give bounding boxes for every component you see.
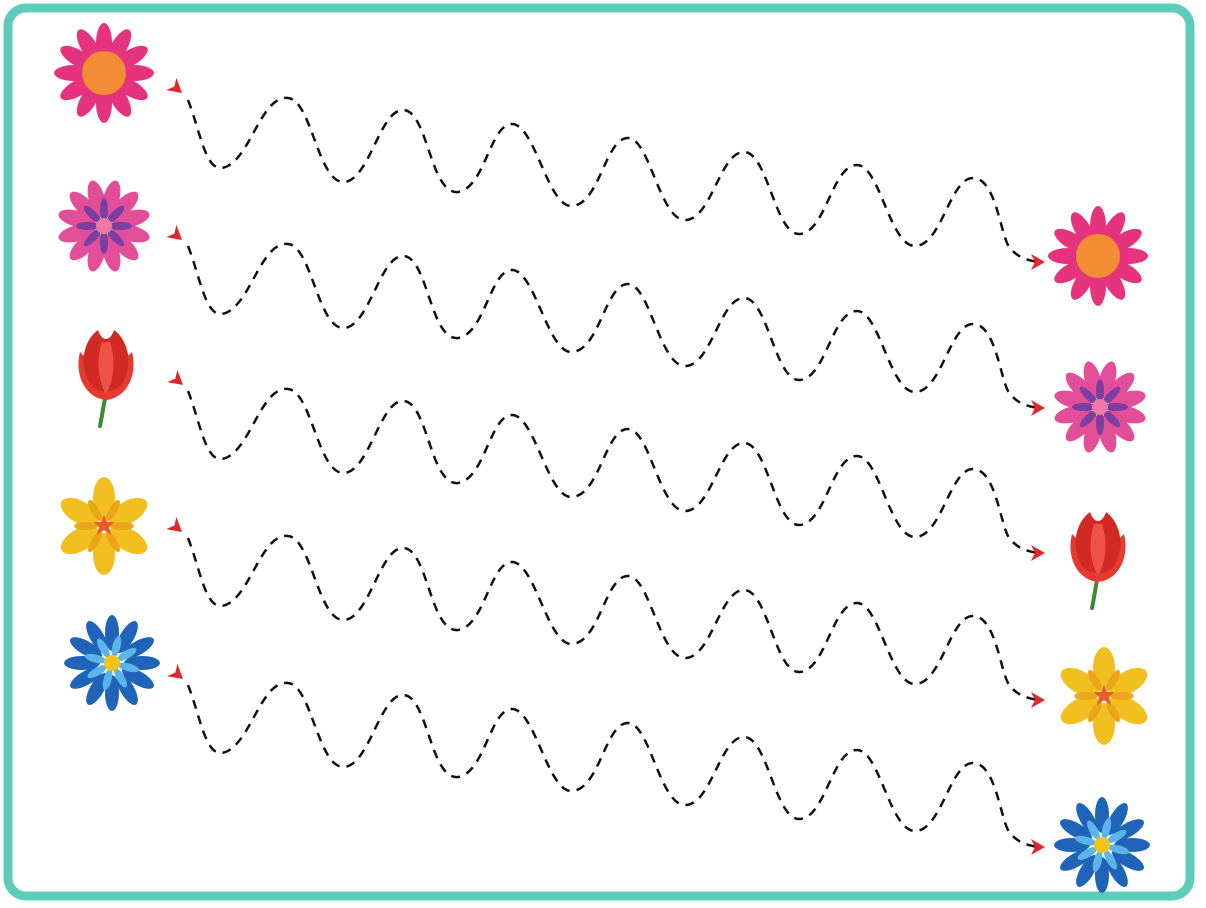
tracing-row-3	[76, 328, 1128, 610]
tracing-row-4	[56, 477, 1152, 745]
tracing-row-2	[56, 178, 1148, 455]
trace-path-5[interactable]	[186, 681, 1039, 849]
trace-path-1[interactable]	[186, 96, 1039, 264]
worksheet-frame	[3, 3, 1195, 901]
tracing-row-5	[64, 615, 1150, 893]
trace-path-2[interactable]	[186, 242, 1039, 410]
trace-path-3[interactable]	[186, 387, 1039, 555]
trace-path-4[interactable]	[186, 534, 1039, 702]
tracing-row-1	[54, 23, 1148, 306]
